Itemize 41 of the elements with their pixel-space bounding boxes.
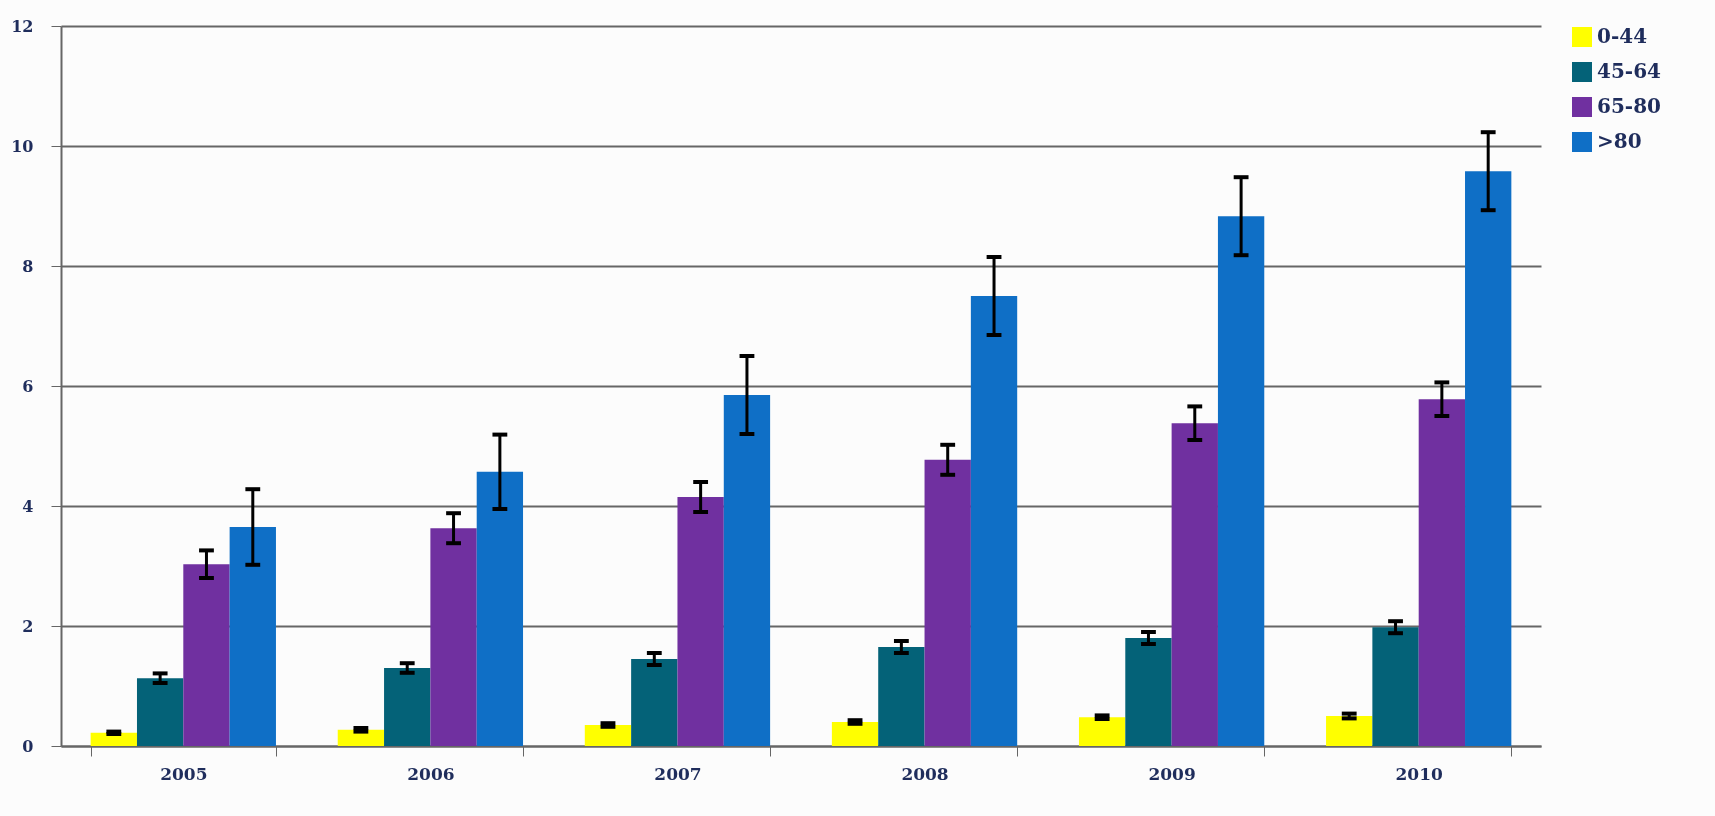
y-tick-label: 0 xyxy=(22,736,34,756)
bar xyxy=(1418,399,1466,746)
x-tick-label: 2009 xyxy=(1148,763,1196,784)
y-tick-label: 12 xyxy=(11,16,34,36)
bar xyxy=(136,678,184,746)
bar xyxy=(90,732,137,746)
bar xyxy=(878,647,925,746)
bar xyxy=(1171,423,1218,746)
y-tick-label: 2 xyxy=(22,616,34,636)
y-tick-label: 6 xyxy=(22,376,34,396)
bar xyxy=(584,725,632,746)
x-tick-label: 2008 xyxy=(901,763,949,784)
bar xyxy=(1326,716,1373,746)
bar xyxy=(631,659,678,746)
bar xyxy=(1372,627,1419,746)
legend-label: 45-64 xyxy=(1597,59,1662,83)
bar xyxy=(337,729,385,746)
legend-label: 65-80 xyxy=(1597,94,1661,118)
bar xyxy=(924,459,971,746)
legend-label: 0-44 xyxy=(1597,24,1648,48)
x-tick-label: 2005 xyxy=(160,763,208,784)
x-tick-label: 2006 xyxy=(407,763,455,784)
bar xyxy=(476,471,524,746)
bar xyxy=(1217,216,1265,746)
legend-label: >80 xyxy=(1597,129,1642,153)
x-tick-label: 2010 xyxy=(1395,763,1444,784)
x-tick-label: 2007 xyxy=(654,763,702,784)
y-tick-label: 10 xyxy=(11,136,34,156)
bar xyxy=(229,527,276,746)
bar xyxy=(1125,638,1172,746)
bar xyxy=(430,528,477,746)
bar xyxy=(677,497,724,746)
bar xyxy=(970,296,1018,746)
bar xyxy=(183,564,230,746)
bar xyxy=(831,722,879,746)
y-tick-label: 8 xyxy=(22,256,34,276)
bar xyxy=(384,668,431,746)
bar xyxy=(1465,171,1512,746)
bar xyxy=(723,395,771,746)
y-tick-label: 4 xyxy=(22,496,34,516)
bar xyxy=(1078,717,1126,746)
